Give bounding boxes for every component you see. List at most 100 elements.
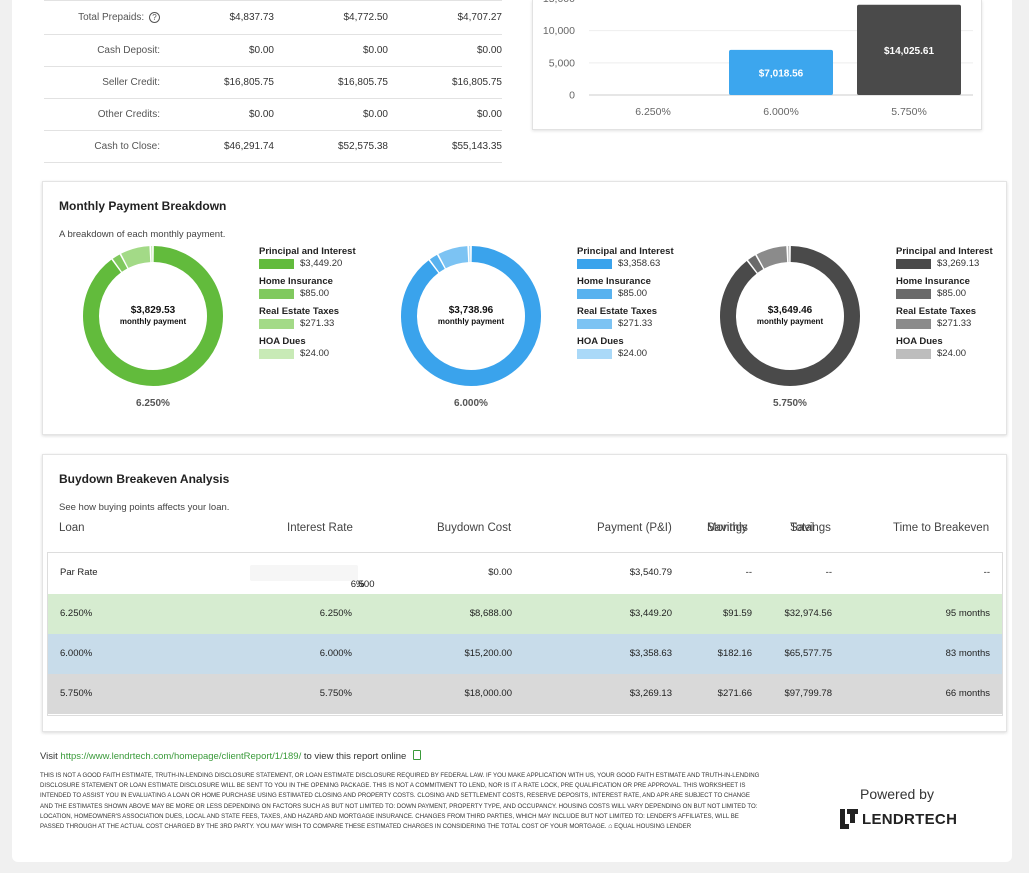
row-label: Seller Credit: bbox=[102, 77, 160, 88]
x-category-label: 5.750% bbox=[891, 106, 927, 118]
table-row: Cash to Close: $46,291.74 $52,575.38 $55… bbox=[44, 131, 502, 163]
cost-cell: $18,000.00 bbox=[464, 688, 512, 699]
legend-swatch bbox=[896, 258, 931, 269]
legend-item: HOA Dues $24.00 bbox=[577, 336, 697, 366]
legend-swatch bbox=[896, 318, 931, 329]
report-link[interactable]: https://www.lendrtech.com/homepage/clien… bbox=[60, 751, 302, 762]
table-row: 6.250% 6.250% $8,688.00 $3,449.20 $91.59 $32,… bbox=[48, 594, 1002, 634]
legend-swatch bbox=[259, 288, 294, 299]
legend-value: $3,449.20 bbox=[300, 258, 343, 269]
copy-link-icon[interactable] bbox=[412, 750, 421, 760]
cost-cell: $15,200.00 bbox=[464, 648, 512, 659]
bar-chart: 15,000 10,000 5,000 0 6.250% $7,018.56 6.000% $… bbox=[543, 0, 973, 118]
monthly-savings-cell: $91.59 bbox=[722, 608, 752, 619]
legend-name: HOA Dues bbox=[577, 336, 624, 347]
par-rate-row: Par Rate 6.500 % $0.00 $3,540.79 -- -- -… bbox=[48, 553, 1002, 593]
donut-center-label: monthly payment bbox=[437, 317, 505, 326]
brand-name: LENDRTECH bbox=[862, 810, 958, 828]
value-cell: $46,291.74 bbox=[223, 141, 274, 152]
lendrtech-logo: LENDRTECH bbox=[840, 808, 957, 830]
legend-swatch bbox=[577, 258, 612, 269]
legend-item: Home Insurance $85.00 bbox=[577, 276, 697, 306]
loan-cell: 5.750% bbox=[60, 688, 93, 699]
value-cell: $4,707.27 bbox=[457, 12, 503, 23]
bar[interactable] bbox=[857, 4, 961, 95]
legend-value: $24.00 bbox=[618, 348, 648, 359]
legend-name: Real Estate Taxes bbox=[896, 306, 977, 317]
legend-name: HOA Dues bbox=[896, 336, 943, 347]
donut-rate-label: 5.750% bbox=[773, 398, 807, 409]
breakeven-cell: 66 months bbox=[945, 688, 990, 699]
legend-swatch bbox=[259, 318, 294, 329]
x-category-label: 6.000% bbox=[763, 106, 799, 118]
payment-cell: $3,358.63 bbox=[629, 648, 672, 659]
legend-item: HOA Dues $24.00 bbox=[259, 336, 379, 366]
row-label: Total Prepaids: bbox=[78, 12, 145, 23]
y-tick-label: 10,000 bbox=[543, 25, 575, 37]
legend-item: Home Insurance $85.00 bbox=[896, 276, 1016, 306]
value-cell: $16,805.75 bbox=[337, 77, 388, 88]
value-cell: $16,805.75 bbox=[451, 77, 502, 88]
legend-value: $24.00 bbox=[300, 348, 330, 359]
breakeven-cell: -- bbox=[983, 567, 990, 578]
legend-value: $271.33 bbox=[618, 318, 653, 329]
legend-item: Principal and Interest $3,449.20 bbox=[259, 246, 379, 276]
legend-value: $271.33 bbox=[300, 318, 335, 329]
donut-legend: Principal and Interest $3,358.63 Home Insu… bbox=[577, 246, 697, 366]
donut-slice bbox=[112, 254, 128, 272]
donut-center-label: monthly payment bbox=[119, 317, 187, 326]
legend-value: $3,358.63 bbox=[618, 258, 661, 269]
donut-slice bbox=[748, 255, 764, 273]
y-tick-label: 5,000 bbox=[549, 57, 575, 69]
donut-total-amount: $3,829.53 bbox=[130, 305, 176, 316]
donut-slice bbox=[121, 246, 151, 269]
section-title: Monthly Payment Breakdown bbox=[59, 199, 227, 213]
legend-name: Principal and Interest bbox=[896, 246, 993, 257]
donut-group-6000: $3,738.96 monthly payment 6.000% Principal … bbox=[361, 242, 674, 412]
legend-swatch bbox=[259, 348, 294, 359]
cost-cell: $0.00 bbox=[488, 567, 512, 578]
row-label: Cash to Close: bbox=[94, 141, 160, 152]
donut-slice bbox=[429, 254, 445, 273]
donut-group-5750: $3,649.46 monthly payment 5.750% Principal … bbox=[680, 242, 993, 412]
value-cell: $0.00 bbox=[476, 45, 502, 56]
row-label: Other Credits: bbox=[97, 109, 160, 120]
breakeven-cell: 95 months bbox=[945, 608, 990, 619]
loan-cell: Par Rate bbox=[60, 567, 98, 578]
value-cell: $0.00 bbox=[248, 45, 274, 56]
total-savings-cell: $65,577.75 bbox=[784, 648, 832, 659]
legend-item: Principal and Interest $3,358.63 bbox=[577, 246, 697, 276]
legend-swatch bbox=[259, 258, 294, 269]
value-cell: $16,805.75 bbox=[223, 77, 274, 88]
donut-slice bbox=[756, 246, 788, 269]
value-cell: $4,772.50 bbox=[343, 12, 389, 23]
donut-slice bbox=[438, 246, 469, 269]
header-time-to-breakeven: Time to Breakeven bbox=[893, 522, 990, 534]
donut-legend: Principal and Interest $3,449.20 Home Insu… bbox=[259, 246, 379, 366]
total-savings-cell: $97,799.78 bbox=[784, 688, 832, 699]
buydown-table: Par Rate 6.500 % $0.00 $3,540.79 -- -- -… bbox=[47, 552, 1003, 716]
powered-by: Powered by bbox=[860, 786, 934, 802]
section-subtitle: See how buying points affects your loan. bbox=[59, 502, 230, 513]
value-cell: $55,143.35 bbox=[451, 141, 502, 152]
buydown-card: Buydown Breakeven Analysis See how buyin… bbox=[42, 454, 1007, 732]
legend-swatch bbox=[896, 288, 931, 299]
legend-name: Home Insurance bbox=[896, 276, 970, 287]
donut-chart bbox=[401, 246, 541, 386]
donut-chart bbox=[720, 246, 860, 386]
breakeven-cell: 83 months bbox=[945, 648, 990, 659]
equal-housing-icon: ⌂ bbox=[608, 823, 613, 831]
legend-name: Home Insurance bbox=[577, 276, 651, 287]
cash-to-close-chart-card: 15,000 10,000 5,000 0 6.250% $7,018.56 6.000% $… bbox=[532, 0, 982, 130]
bar[interactable] bbox=[729, 49, 833, 95]
legend-name: Home Insurance bbox=[259, 276, 333, 287]
bar-data-label: $7,018.56 bbox=[759, 68, 804, 79]
value-cell: $0.00 bbox=[476, 109, 502, 120]
legend-item: Principal and Interest $3,269.13 bbox=[896, 246, 1016, 276]
legend-name: Principal and Interest bbox=[577, 246, 674, 257]
legend-name: HOA Dues bbox=[259, 336, 306, 347]
par-rate-input[interactable]: 6.500 % bbox=[250, 565, 375, 590]
payment-cell: $3,540.79 bbox=[629, 567, 672, 578]
help-icon[interactable]: ? bbox=[149, 12, 160, 23]
value-cell: $0.00 bbox=[248, 109, 274, 120]
